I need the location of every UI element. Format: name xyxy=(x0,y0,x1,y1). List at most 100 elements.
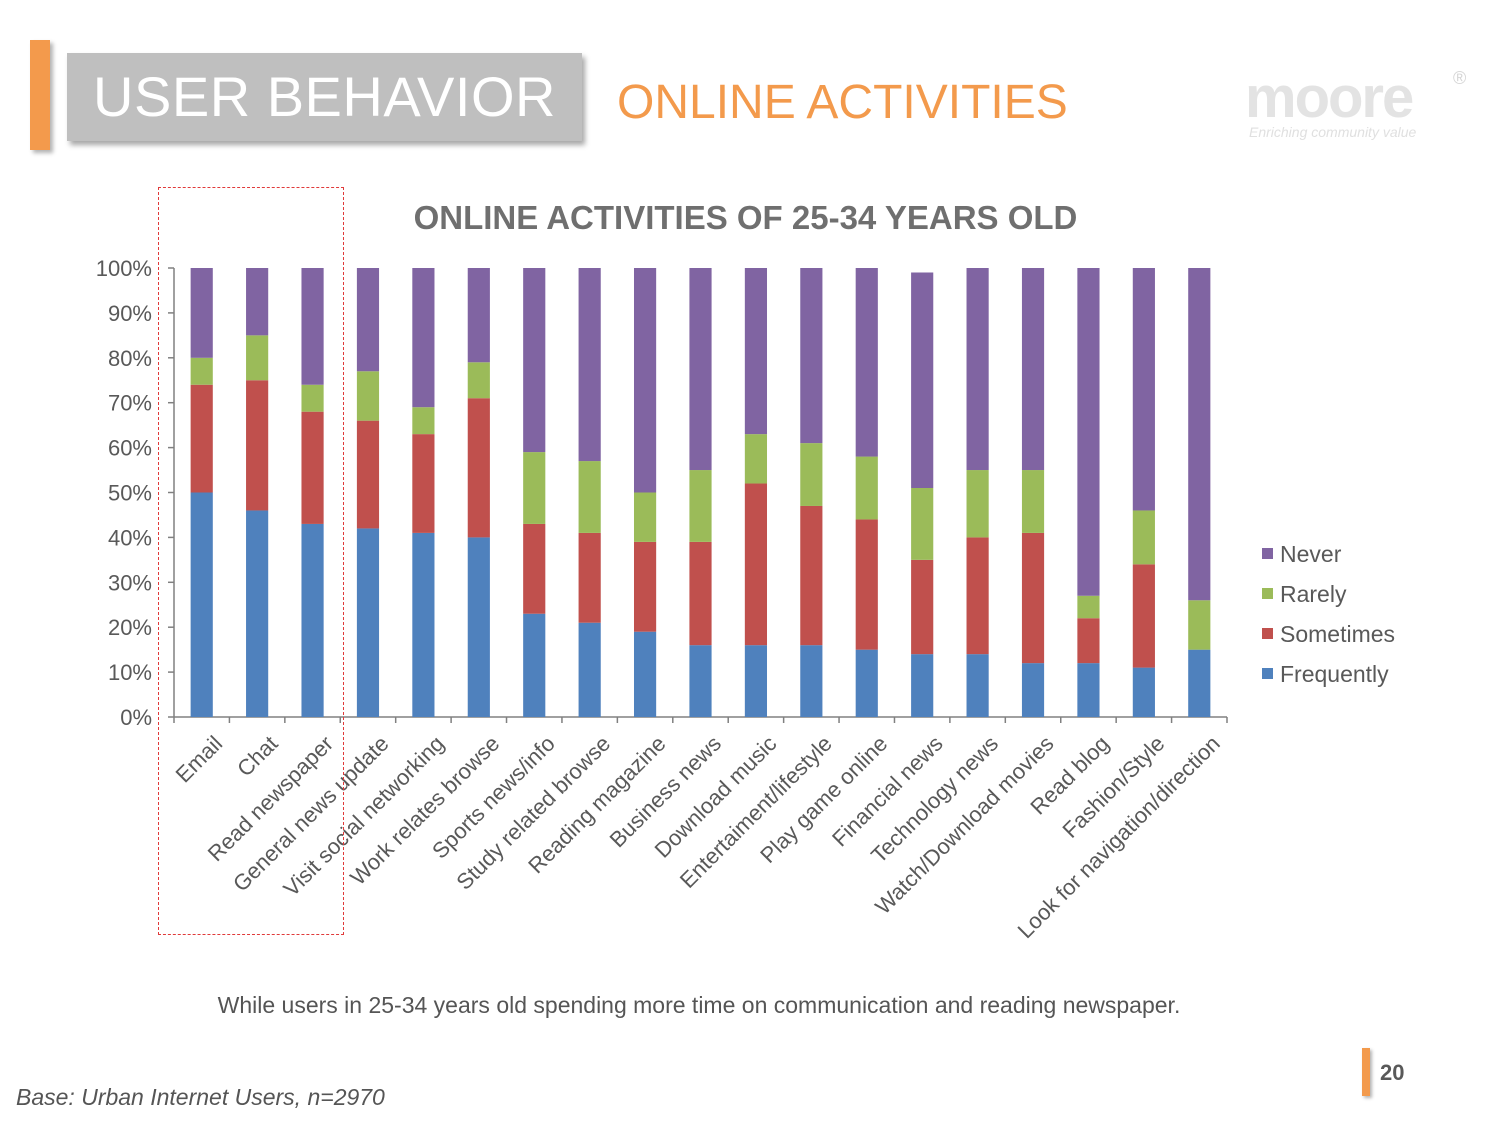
moore-logo: moore ® Enriching community value xyxy=(1245,66,1475,146)
bar-segment-rarely xyxy=(689,470,712,542)
bar-segment-rarely xyxy=(855,456,878,520)
bar-segment-rarely xyxy=(1077,595,1100,619)
bar-segment-frequently xyxy=(412,532,435,717)
bar-segment-frequently xyxy=(1021,663,1045,717)
bar-segment-frequently xyxy=(800,645,823,717)
bar-segment-never xyxy=(689,268,712,471)
y-tick-label: 30% xyxy=(108,570,152,595)
bar-segment-frequently xyxy=(1077,663,1100,717)
bar-segment-sometimes xyxy=(1077,618,1100,664)
bar-segment-sometimes xyxy=(467,398,490,538)
bar-segment-frequently xyxy=(301,523,324,717)
legend-label-rarely: Rarely xyxy=(1280,581,1347,607)
legend-swatch-rarely xyxy=(1262,588,1273,599)
bar-segment-rarely xyxy=(966,470,989,538)
bar-segment-rarely xyxy=(190,357,213,385)
section-title: USER BEHAVIOR xyxy=(67,53,582,141)
bar-segment-frequently xyxy=(523,613,546,717)
bar-segment-sometimes xyxy=(1132,564,1155,668)
legend-swatch-never xyxy=(1262,548,1273,559)
bar-segment-frequently xyxy=(689,645,712,717)
bar-segment-sometimes xyxy=(744,483,768,646)
chart-note: While users in 25-34 years old spending … xyxy=(217,992,1181,1018)
bar-segment-never xyxy=(800,268,823,444)
bar-segment-rarely xyxy=(633,492,657,542)
bar-segment-frequently xyxy=(578,622,601,717)
bar-segment-never xyxy=(190,268,213,358)
bar-segment-never xyxy=(246,268,269,336)
legend-label-never: Never xyxy=(1280,541,1342,567)
bar-segment-rarely xyxy=(523,452,546,524)
bar-segment-never xyxy=(1132,268,1155,511)
bar-segment-never xyxy=(412,268,435,408)
bar-segment-rarely xyxy=(1188,600,1211,650)
bar-segment-rarely xyxy=(246,335,269,381)
bar-segment-rarely xyxy=(911,488,934,560)
y-tick-label: 60% xyxy=(108,436,152,461)
bar-segment-never xyxy=(578,268,601,462)
bar-segment-sometimes xyxy=(523,523,546,614)
bar-segment-sometimes xyxy=(578,532,601,623)
bar-segment-rarely xyxy=(744,434,768,484)
bar-segment-frequently xyxy=(190,492,213,717)
legend-label-frequently: Frequently xyxy=(1280,661,1389,687)
bar-segment-never xyxy=(633,268,657,493)
bar-segment-never xyxy=(467,268,490,363)
bar-segment-never xyxy=(1188,268,1211,601)
bar-segment-rarely xyxy=(356,371,380,421)
accent-bar xyxy=(30,40,50,150)
bar-segment-sometimes xyxy=(689,541,712,646)
bar-segment-sometimes xyxy=(190,384,213,493)
bar-segment-sometimes xyxy=(800,505,823,646)
logo-wordmark: moore xyxy=(1245,65,1414,130)
bar-segment-sometimes xyxy=(633,541,657,632)
y-tick-label: 50% xyxy=(108,481,152,506)
bar-segment-never xyxy=(523,268,546,453)
bar-segment-frequently xyxy=(855,649,878,717)
bar-segment-frequently xyxy=(1188,649,1211,717)
page-number: 20 xyxy=(1380,1060,1405,1085)
bar-segment-never xyxy=(301,268,324,385)
bar-segment-rarely xyxy=(1021,470,1045,533)
y-tick-label: 80% xyxy=(108,346,152,371)
bar-segment-rarely xyxy=(412,407,435,435)
y-tick-label: 40% xyxy=(108,525,152,550)
bar-segment-never xyxy=(1077,268,1100,596)
bar-segment-frequently xyxy=(911,654,934,717)
bar-segment-never xyxy=(356,268,380,372)
bar-segment-sometimes xyxy=(855,519,878,650)
bar-segment-sometimes xyxy=(412,434,435,533)
bar-segment-sometimes xyxy=(911,559,934,655)
bar-segment-sometimes xyxy=(301,411,324,524)
y-tick-label: 70% xyxy=(108,391,152,416)
base-footnote: Base: Urban Internet Users, n=2970 xyxy=(16,1084,385,1110)
y-tick-label: 20% xyxy=(108,615,152,640)
bar-segment-rarely xyxy=(467,362,490,399)
logo-registered-mark: ® xyxy=(1453,68,1467,88)
chart-title: ONLINE ACTIVITIES OF 25-34 YEARS OLD xyxy=(414,199,1078,236)
bar-segment-sometimes xyxy=(356,420,380,529)
bar-segment-rarely xyxy=(800,443,823,506)
legend-swatch-sometimes xyxy=(1262,628,1273,639)
bar-segment-sometimes xyxy=(1021,532,1045,664)
bar-segment-rarely xyxy=(301,384,324,412)
legend-swatch-frequently xyxy=(1262,668,1273,679)
bar-segment-frequently xyxy=(246,510,269,717)
logo-tagline: Enriching community value xyxy=(1249,124,1417,140)
bar-segment-frequently xyxy=(467,537,490,717)
bar-segment-frequently xyxy=(744,645,768,717)
bar-segment-never xyxy=(966,268,989,471)
bar-segment-frequently xyxy=(966,654,989,717)
y-tick-label: 100% xyxy=(96,256,152,281)
bar-segment-rarely xyxy=(578,461,601,533)
legend-label-sometimes: Sometimes xyxy=(1280,621,1395,647)
bar-segment-never xyxy=(911,272,934,489)
slide-subtitle: ONLINE ACTIVITIES xyxy=(617,76,1068,129)
y-tick-label: 90% xyxy=(108,301,152,326)
bar-segment-rarely xyxy=(1132,510,1155,565)
bar-segment-sometimes xyxy=(966,537,989,655)
bar-segment-never xyxy=(1021,268,1045,471)
bar-segment-frequently xyxy=(1132,667,1155,717)
bar-segment-never xyxy=(855,268,878,457)
bar-segment-frequently xyxy=(633,631,657,717)
